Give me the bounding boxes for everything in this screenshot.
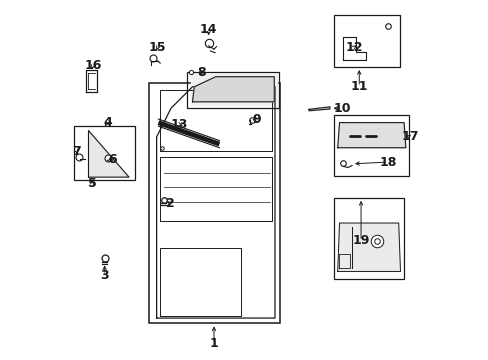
Text: 18: 18 <box>379 156 396 168</box>
Text: 9: 9 <box>252 113 261 126</box>
Text: 4: 4 <box>103 116 112 129</box>
Text: 16: 16 <box>84 59 102 72</box>
Polygon shape <box>337 223 400 271</box>
Text: 6: 6 <box>108 153 117 166</box>
Polygon shape <box>88 131 129 177</box>
Text: 19: 19 <box>352 234 369 247</box>
Text: 15: 15 <box>149 41 166 54</box>
Bar <box>149 83 280 323</box>
Text: 17: 17 <box>401 130 418 144</box>
Polygon shape <box>308 107 329 111</box>
Bar <box>187 72 278 108</box>
Text: 3: 3 <box>100 269 109 282</box>
Polygon shape <box>192 77 274 102</box>
Bar <box>333 15 400 67</box>
Text: 5: 5 <box>87 177 96 190</box>
Text: 2: 2 <box>165 197 174 210</box>
Bar <box>333 198 403 279</box>
Bar <box>333 116 408 176</box>
Text: 8: 8 <box>197 66 205 79</box>
Polygon shape <box>190 74 276 105</box>
Text: 7: 7 <box>72 145 81 158</box>
Text: 10: 10 <box>333 102 350 115</box>
Text: 1: 1 <box>209 337 218 350</box>
Text: 13: 13 <box>170 118 187 131</box>
Text: 14: 14 <box>200 23 217 36</box>
Bar <box>74 126 135 180</box>
Text: 11: 11 <box>350 80 367 93</box>
Text: 12: 12 <box>345 41 362 54</box>
Polygon shape <box>337 123 405 148</box>
